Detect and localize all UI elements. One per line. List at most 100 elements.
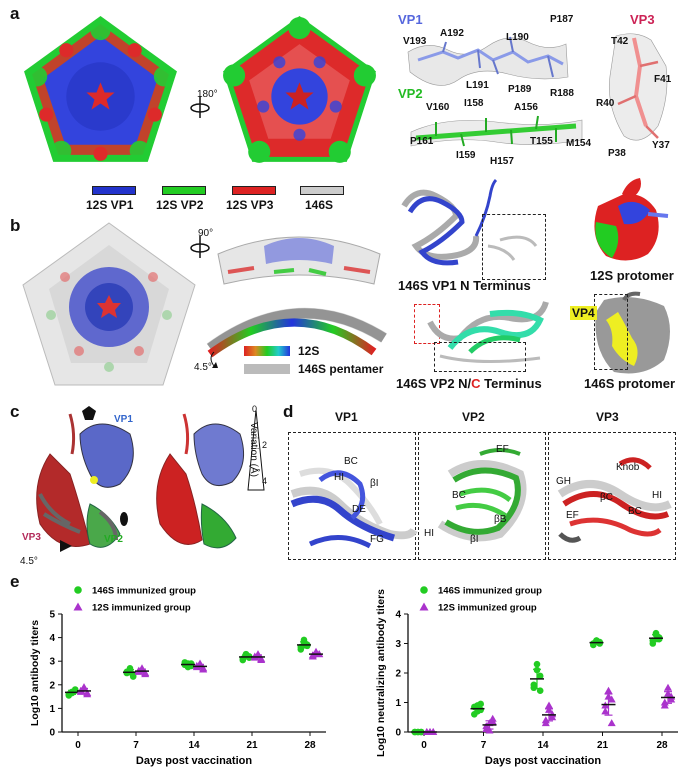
data-point-12s: [138, 664, 146, 672]
data-point-146s: [126, 664, 134, 672]
data-point-146s: [129, 673, 137, 680]
data-point-12s: [541, 719, 550, 727]
legend-label-vp1: 12S VP1: [86, 198, 134, 212]
vp3-loop-bc: BC: [628, 506, 642, 517]
panel-label-c: c: [10, 402, 20, 421]
vp2-n-terminus-box: [434, 342, 526, 372]
vp1-density-title: VP1: [398, 12, 423, 27]
panel-c-vp3-label: VP3: [22, 532, 41, 543]
panel-d-vp2-box: [418, 432, 546, 560]
pentamer-side-view: [217, 236, 381, 285]
x-tick-label: 28: [304, 740, 316, 751]
vp1-res-l190: L190: [506, 32, 529, 43]
vp2-terminus-ribbon: [427, 300, 549, 364]
antibody-titer-chart: 0 1 2 3 4 5 0 7 14 21 28 Days post vaccination Log10…: [29, 586, 326, 767]
protomer-ribbon-variation-right: [156, 413, 245, 549]
data-point-146s: [533, 660, 541, 668]
vp3-loop-beta-c: βC: [600, 492, 613, 503]
vp2-caption-part-b: Terminus: [480, 376, 542, 391]
legend-swatch-vp2: [162, 186, 206, 195]
vp3-res-f41: F41: [654, 74, 672, 85]
vp1-n-terminus-box: [482, 214, 546, 280]
data-point-12s: [548, 713, 557, 721]
y-tick-label: 2: [49, 680, 55, 691]
y-tick-label: 1: [49, 704, 55, 715]
y-tick-label: 3: [395, 639, 401, 650]
y-tick-label: 0: [395, 728, 401, 739]
vp1-res-a192: A192: [440, 28, 464, 39]
y-tick-label: 4: [395, 610, 401, 621]
y-tick-label: 3: [49, 657, 55, 668]
rotation-180-label: 180°: [197, 89, 218, 100]
vp2-loop-bc: BC: [452, 490, 466, 501]
vp2-res-t155: T155: [530, 136, 553, 147]
variation-scale-bottom: 4: [262, 476, 268, 486]
data-point-12s: [660, 701, 669, 709]
vp3-res-p38: P38: [608, 148, 626, 159]
data-point-12s: [196, 659, 204, 667]
vp1-loop-bc: BC: [344, 456, 358, 467]
x-axis-label: Days post vaccination: [136, 755, 252, 767]
y-tick-label: 4: [49, 633, 55, 644]
vp1-loop-hi: HI: [334, 472, 344, 483]
legend-label-vp3: 12S VP3: [226, 198, 274, 212]
vp1-res-v193: V193: [403, 36, 427, 47]
vp2-res-i158: I158: [464, 98, 484, 109]
data-point-12s: [667, 695, 676, 703]
panel-c-angle-label: 4.5°: [20, 556, 38, 567]
vp3-res-r40: R40: [596, 98, 615, 109]
data-point-146s: [530, 681, 538, 689]
vp2-loop-hi: HI: [424, 528, 434, 539]
legend-swatch-vp3: [232, 186, 276, 195]
legend-12s-label: 12S: [298, 344, 320, 358]
vp1-loop-de: DE: [352, 504, 366, 515]
protomer-146s-surface: [595, 291, 670, 374]
vp3-density-title: VP3: [630, 12, 655, 27]
legend-marker-circle: [420, 586, 428, 594]
vp1-loops-overlay: [290, 467, 418, 549]
vp2-loop-beta-i: βI: [470, 534, 479, 545]
legend-entry: 146S immunized group: [92, 586, 196, 597]
capsid-146s-pentamer: [22, 222, 196, 386]
data-point-12s: [601, 707, 610, 715]
data-point-146s: [71, 686, 79, 693]
capsid-12s-back: [223, 16, 376, 163]
x-tick-label: 7: [481, 740, 487, 751]
data-point-146s: [596, 640, 603, 647]
legend-marker-circle: [74, 586, 82, 594]
x-tick-label: 0: [421, 740, 427, 751]
vp2-loops-overlay: [437, 448, 527, 542]
data-point-12s: [545, 701, 553, 709]
vp2-res-i159: I159: [456, 150, 476, 161]
arc-angle-label: 4.5°: [194, 362, 212, 373]
vp2-caption-part-c: C: [471, 376, 481, 391]
vp1-loop-beta-i: βI: [370, 478, 379, 489]
variation-scale-mid: 2: [262, 440, 268, 450]
data-point-12s: [545, 705, 553, 713]
data-point-146s: [239, 656, 247, 664]
vp2-loop-ef: EF: [496, 444, 509, 455]
panel-d-vp3-box: [548, 432, 676, 560]
vp4-label: VP4: [570, 306, 597, 320]
x-tick-label: 14: [188, 740, 200, 751]
y-tick-label: 2: [395, 669, 401, 680]
vp2-res-v160: V160: [426, 102, 450, 113]
vp3-res-y37: Y37: [652, 140, 670, 151]
rotate-icon-a: [190, 96, 210, 118]
panel-label-a: a: [10, 4, 20, 23]
legend-146s-swatch: [244, 364, 290, 374]
variation-scale-label: Variation (Å): [247, 422, 259, 477]
vp2-res-p161: P161: [410, 136, 434, 147]
y-axis-label: Log10 neutralizing antibody titers: [375, 589, 387, 757]
legend-entry: 146S immunized group: [438, 586, 542, 597]
data-point-146s: [536, 672, 544, 680]
ellipse-symbol: [120, 512, 128, 526]
y-axis-label: Log10 antibody titers: [29, 620, 41, 726]
y-tick-label: 5: [49, 610, 55, 621]
vp3-loop-hi: HI: [652, 490, 662, 501]
panel-d-title-vp2: VP2: [462, 410, 485, 424]
x-tick-label: 21: [597, 740, 609, 751]
x-tick-label: 7: [133, 740, 139, 751]
data-point-12s: [485, 726, 494, 734]
legend-entry: 12S immunized group: [438, 603, 537, 614]
